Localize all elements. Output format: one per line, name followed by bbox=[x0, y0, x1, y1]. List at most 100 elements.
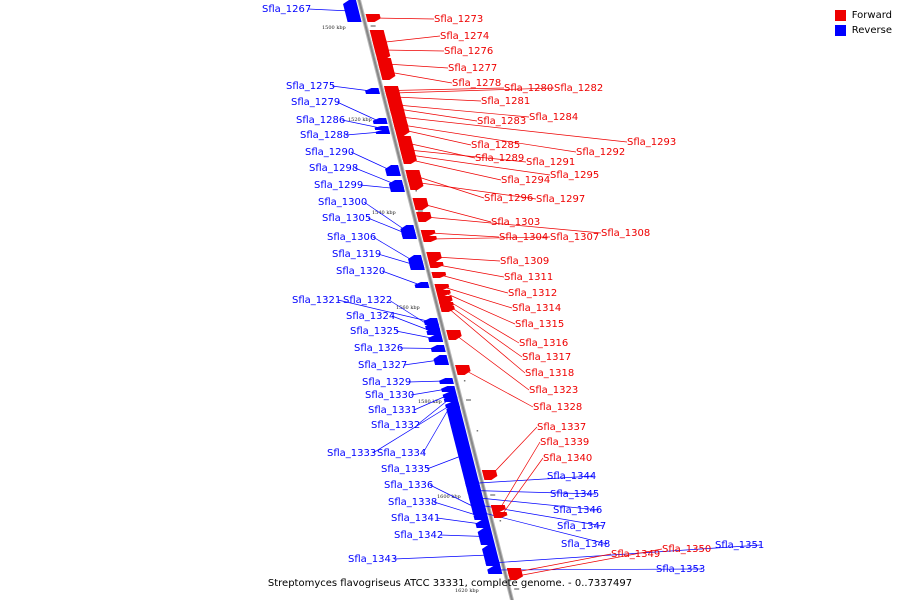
reverse-gene-label: Sfla_1267 bbox=[262, 4, 311, 15]
reverse-gene-connector bbox=[422, 404, 452, 454]
reverse-gene-label: Sfla_1341 bbox=[391, 513, 440, 524]
forward-gene-label: Sfla_1328 bbox=[533, 402, 582, 413]
genome-backbone bbox=[357, 0, 514, 600]
forward-gene-label: Sfla_1339 bbox=[540, 437, 589, 448]
forward-gene-label: Sfla_1337 bbox=[537, 422, 586, 433]
forward-gene-connector bbox=[429, 232, 500, 238]
forward-gene-arrow bbox=[446, 330, 462, 340]
forward-gene-connector bbox=[388, 71, 453, 84]
reverse-swatch-icon bbox=[834, 25, 846, 36]
forward-gene-label: Sfla_1296 bbox=[484, 193, 533, 204]
reverse-gene-connector bbox=[403, 359, 440, 366]
forward-gene-arrow bbox=[440, 306, 455, 312]
reverse-gene-label: Sfla_1319 bbox=[332, 249, 381, 260]
reverse-gene-connector bbox=[337, 299, 430, 322]
forward-gene-label: Sfla_1291 bbox=[526, 157, 575, 168]
reverse-gene-connector bbox=[341, 119, 381, 129]
reverse-gene-connector bbox=[429, 484, 478, 509]
tick-label: 1500 kbp bbox=[322, 25, 346, 31]
reverse-gene-label: Sfla_1279 bbox=[291, 97, 340, 108]
forward-gene-label: Sfla_1293 bbox=[627, 137, 676, 148]
forward-gene-arrow bbox=[416, 212, 432, 222]
reverse-gene-connector bbox=[372, 404, 452, 454]
reverse-gene-label: Sfla_1275 bbox=[286, 81, 335, 92]
tick-label: 1580 kbp bbox=[418, 399, 442, 405]
reverse-gene-connector bbox=[407, 380, 445, 383]
reverse-gene-label: Sfla_1320 bbox=[336, 266, 385, 277]
legend-item-forward: Forward bbox=[834, 8, 892, 23]
reverse-gene-label: Sfla_1335 bbox=[381, 464, 430, 475]
forward-gene-label: Sfla_1281 bbox=[481, 96, 530, 107]
forward-gene-connector bbox=[393, 87, 505, 91]
forward-gene-label: Sfla_1307 bbox=[550, 232, 599, 243]
forward-gene-arrow bbox=[378, 64, 396, 80]
forward-gene-label: Sfla_1315 bbox=[515, 319, 564, 330]
reverse-gene-label: Sfla_1343 bbox=[348, 554, 397, 565]
reverse-gene-label: Sfla_1347 bbox=[557, 521, 606, 532]
reverse-gene-arrow bbox=[428, 335, 444, 342]
forward-gene-label: Sfla_1318 bbox=[525, 368, 574, 379]
forward-gene-arrow bbox=[434, 284, 450, 290]
reverse-gene-connector bbox=[472, 490, 597, 495]
forward-gene-arrow bbox=[406, 175, 424, 190]
reverse-gene-arrow bbox=[441, 386, 456, 392]
forward-gene-label: Sfla_1316 bbox=[519, 338, 568, 349]
reverse-gene-connector bbox=[410, 388, 447, 396]
reverse-gene-arrow bbox=[430, 345, 446, 352]
reverse-gene-label: Sfla_1305 bbox=[322, 213, 371, 224]
forward-gene-label: Sfla_1294 bbox=[501, 175, 550, 186]
forward-gene-connector bbox=[448, 308, 526, 374]
reverse-gene-label: Sfla_1330 bbox=[365, 390, 414, 401]
forward-gene-connector bbox=[374, 17, 435, 20]
reverse-gene-label: Sfla_1290 bbox=[305, 147, 354, 158]
forward-gene-label: Sfla_1295 bbox=[550, 170, 599, 181]
reverse-gene-label: Sfla_1306 bbox=[327, 232, 376, 243]
reverse-gene-label: Sfla_1334 bbox=[377, 448, 426, 459]
reverse-gene-connector bbox=[350, 151, 392, 171]
forward-gene-arrow bbox=[420, 230, 436, 236]
forward-gene-connector bbox=[440, 274, 509, 294]
reverse-gene-connector bbox=[377, 253, 416, 266]
reverse-gene-connector bbox=[354, 167, 395, 185]
reverse-gene-connector bbox=[433, 501, 480, 517]
forward-gene-arrow bbox=[507, 572, 523, 580]
reverse-gene-arrow bbox=[439, 378, 454, 384]
legend-item-reverse: Reverse bbox=[834, 23, 892, 38]
forward-gene-connector bbox=[403, 129, 472, 146]
forward-gene-arrow bbox=[435, 290, 451, 296]
forward-gene-label: Sfla_1276 bbox=[444, 46, 493, 57]
forward-gene-connector bbox=[435, 256, 501, 262]
reverse-gene-arrow bbox=[372, 118, 388, 124]
reverse-gene-arrow bbox=[375, 130, 391, 134]
forward-gene-label: Sfla_1309 bbox=[500, 256, 549, 267]
tick-label: 1560 kbp bbox=[396, 305, 420, 311]
forward-gene-label: Sfla_1278 bbox=[452, 78, 501, 89]
forward-gene-connector bbox=[395, 96, 482, 102]
reverse-gene-label: Sfla_1299 bbox=[314, 180, 363, 191]
forward-gene-label: Sfla_1308 bbox=[601, 228, 650, 239]
reverse-gene-arrow bbox=[365, 88, 380, 94]
forward-gene-label: Sfla_1349 bbox=[611, 549, 660, 560]
forward-gene-label: Sfla_1284 bbox=[529, 112, 578, 123]
forward-gene-label: Sfla_1317 bbox=[522, 352, 571, 363]
reverse-gene-arrow bbox=[401, 229, 417, 239]
forward-gene-arrow bbox=[492, 512, 508, 518]
reverse-gene-arrow bbox=[409, 260, 425, 270]
forward-gene-connector bbox=[501, 457, 544, 516]
forward-gene-connector bbox=[446, 299, 520, 344]
reverse-gene-label: Sfla_1325 bbox=[350, 326, 399, 337]
forward-gene-label: Sfla_1311 bbox=[504, 272, 553, 283]
forward-gene-connector bbox=[422, 203, 492, 223]
reverse-gene-label: Sfla_1300 bbox=[318, 197, 367, 208]
forward-gene-connector bbox=[416, 182, 537, 200]
spacer-dot bbox=[476, 430, 479, 432]
forward-gene-label: Sfla_1292 bbox=[576, 147, 625, 158]
reverse-gene-label: Sfla_1351 bbox=[715, 540, 764, 551]
reverse-gene-connector bbox=[416, 398, 450, 426]
forward-gene-connector bbox=[386, 63, 449, 69]
forward-gene-label: Sfla_1289 bbox=[475, 153, 524, 164]
tick-label: 1600 kbp bbox=[437, 494, 461, 500]
forward-gene-connector bbox=[411, 159, 502, 181]
reverse-gene-label: Sfla_1332 bbox=[371, 420, 420, 431]
reverse-gene-connector bbox=[363, 201, 407, 232]
